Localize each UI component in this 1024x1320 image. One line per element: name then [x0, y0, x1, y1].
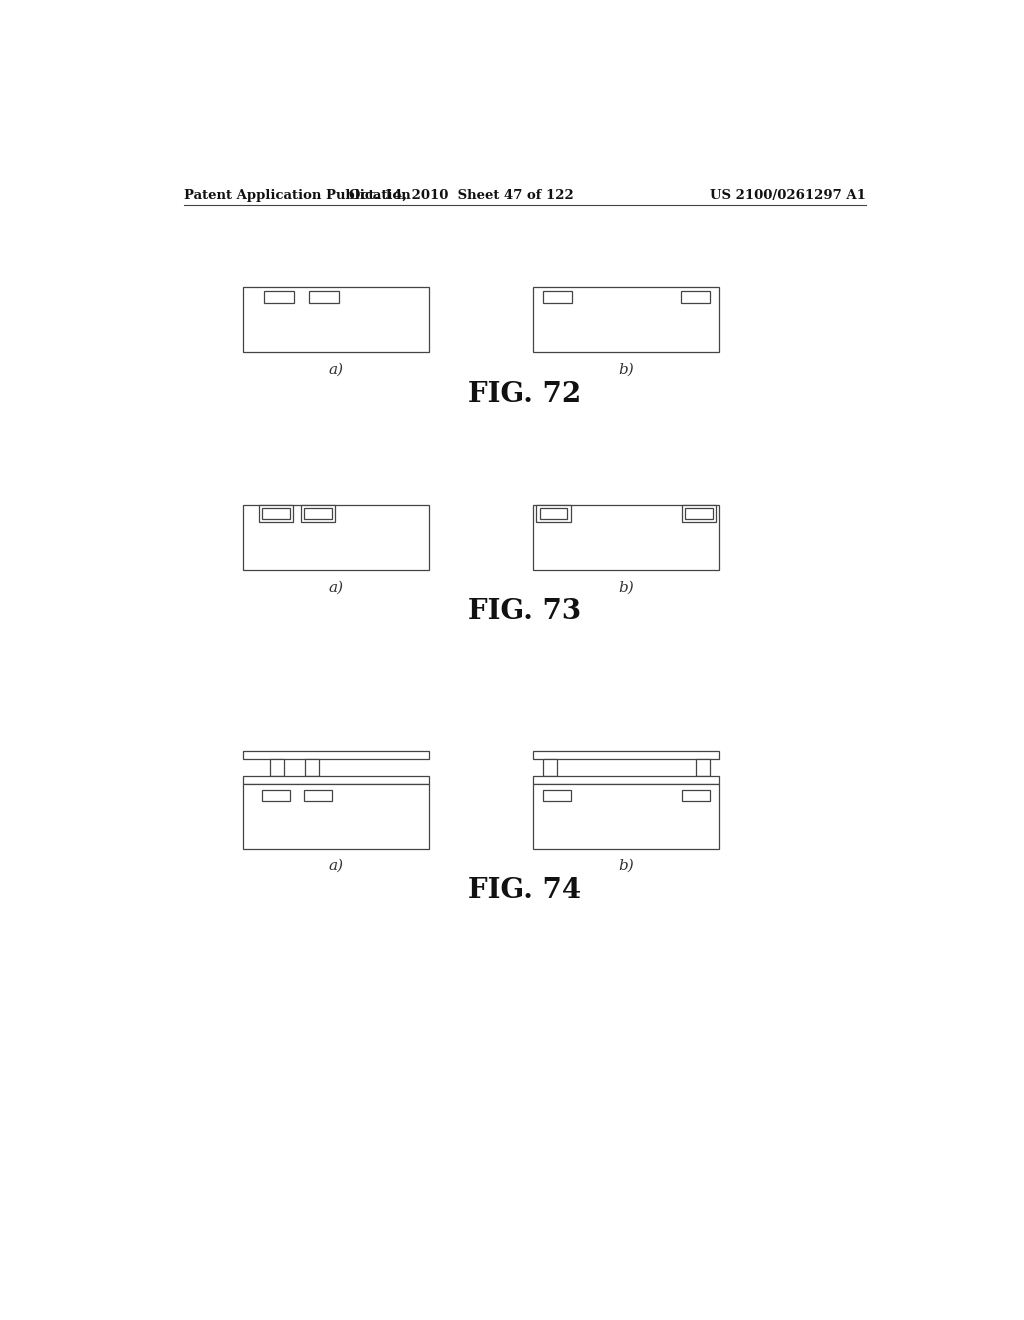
Text: a): a)	[328, 581, 343, 594]
Bar	[696, 759, 710, 776]
Bar	[543, 759, 557, 776]
Bar	[243, 506, 429, 570]
Bar	[534, 784, 719, 849]
Text: FIG. 74: FIG. 74	[468, 878, 582, 904]
Bar	[682, 789, 710, 800]
Text: b): b)	[618, 581, 634, 594]
Bar	[270, 759, 284, 776]
Bar	[685, 508, 713, 519]
Text: FIG. 72: FIG. 72	[468, 380, 582, 408]
Bar	[309, 290, 339, 304]
Bar	[534, 286, 719, 352]
Bar	[537, 506, 570, 521]
Bar	[264, 290, 294, 304]
Text: Oct. 14, 2010  Sheet 47 of 122: Oct. 14, 2010 Sheet 47 of 122	[349, 189, 573, 202]
Bar	[243, 286, 429, 352]
Text: a): a)	[328, 363, 343, 376]
Bar	[259, 506, 293, 521]
Bar	[304, 789, 332, 800]
Text: FIG. 73: FIG. 73	[468, 598, 582, 626]
Text: US 2100/0261297 A1: US 2100/0261297 A1	[710, 189, 866, 202]
Text: Patent Application Publication: Patent Application Publication	[183, 189, 411, 202]
Text: b): b)	[618, 859, 634, 873]
Bar	[301, 506, 335, 521]
Text: a): a)	[328, 859, 343, 873]
Bar	[243, 784, 429, 849]
Text: b): b)	[618, 363, 634, 376]
Bar	[243, 751, 429, 759]
Bar	[262, 508, 290, 519]
Bar	[682, 506, 716, 521]
Bar	[304, 508, 332, 519]
Bar	[305, 759, 319, 776]
Bar	[681, 290, 710, 304]
Bar	[534, 506, 719, 570]
Bar	[262, 789, 290, 800]
Bar	[543, 290, 572, 304]
Bar	[543, 789, 570, 800]
Bar	[534, 776, 719, 784]
Bar	[243, 776, 429, 784]
Bar	[540, 508, 567, 519]
Bar	[534, 751, 719, 759]
